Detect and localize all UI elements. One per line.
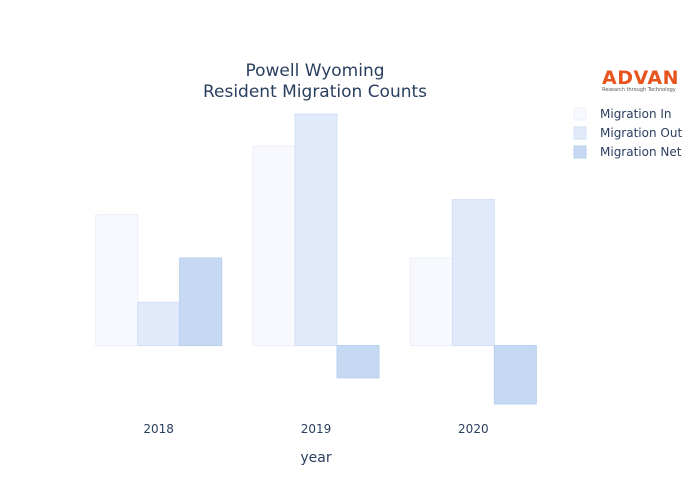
bar-migration-net-2019 <box>336 345 380 379</box>
bar-migration-in-2019 <box>252 145 296 347</box>
x-tick-label: 2020 <box>458 422 489 436</box>
legend-label[interactable]: Migration Net <box>600 145 682 159</box>
x-tick-label: 2018 <box>143 422 174 436</box>
x-axis-title: year <box>300 450 331 466</box>
logo-sub-text: Research through Technology <box>602 87 676 93</box>
legend-label[interactable]: Migration In <box>600 107 672 121</box>
legend-swatch[interactable] <box>573 126 587 140</box>
advan-logo: ADVAN Research through Technology <box>602 67 679 93</box>
legend-label[interactable]: Migration Out <box>600 126 682 140</box>
bars-group <box>95 113 537 405</box>
chart-title-line-2: Resident Migration Counts <box>203 82 427 102</box>
x-tick-labels: 2018 2019 2020 <box>143 422 488 436</box>
bar-migration-out-2019 <box>294 113 338 347</box>
bar-migration-in-2018 <box>95 214 139 347</box>
bar-migration-out-2018 <box>137 301 181 347</box>
legend-swatch[interactable] <box>573 107 587 121</box>
bar-migration-out-2020 <box>451 199 495 347</box>
bar-migration-net-2020 <box>493 345 537 405</box>
bar-migration-net-2018 <box>179 257 223 347</box>
logo-main-text: ADVAN <box>602 67 679 89</box>
legend-swatch[interactable] <box>573 145 587 159</box>
bar-migration-in-2020 <box>409 257 453 347</box>
x-tick-label: 2019 <box>301 422 332 436</box>
legend: Migration In Migration Out Migration Net <box>573 107 682 159</box>
chart-title-line-1: Powell Wyoming <box>245 61 384 81</box>
